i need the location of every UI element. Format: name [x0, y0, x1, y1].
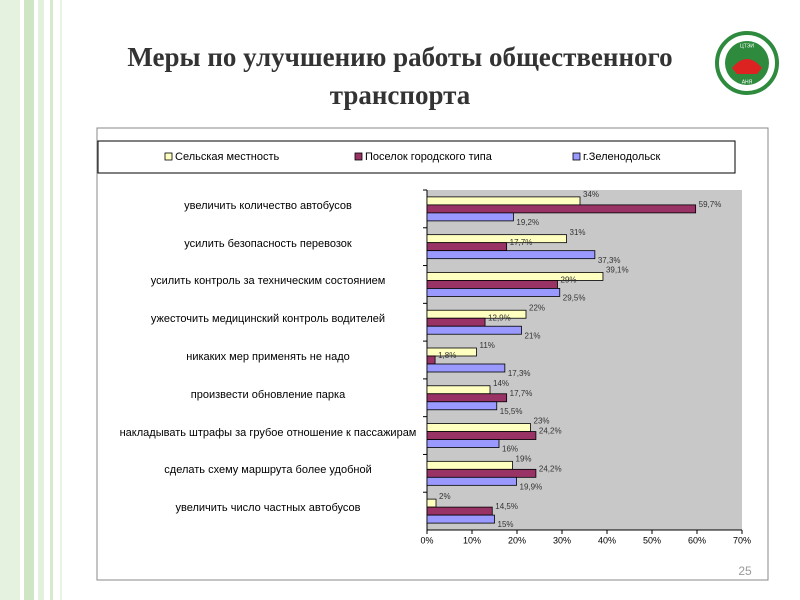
bar [426, 317, 486, 327]
bar [426, 196, 581, 206]
bar [426, 468, 537, 478]
bar [426, 325, 522, 335]
bar [426, 498, 437, 508]
value-label: 29,5% [563, 294, 586, 303]
bar [426, 460, 513, 470]
value-label: 12,9% [488, 313, 511, 322]
bar [426, 393, 508, 403]
x-tick-label: 70% [733, 535, 751, 545]
value-label: 15,5% [500, 407, 523, 416]
bar [426, 506, 493, 516]
value-label: 21% [525, 331, 541, 340]
value-label: 31% [570, 228, 586, 237]
value-label: 24,2% [539, 427, 562, 436]
value-label: 19,2% [516, 218, 539, 227]
value-label: 24,2% [539, 464, 562, 473]
bar [426, 385, 491, 395]
value-label: 39,1% [606, 266, 629, 275]
x-tick-label: 60% [688, 535, 706, 545]
decor-stripes [0, 0, 62, 600]
legend-box [97, 140, 736, 174]
value-label: 14,5% [495, 502, 518, 511]
slide-title: Меры по улучшению работы общественного т… [127, 42, 673, 110]
x-tick-label: 20% [508, 535, 526, 545]
value-label: 37,3% [598, 256, 621, 265]
bar [426, 439, 500, 448]
logo: ЦТЭИ АНЯ [715, 31, 779, 95]
bar [426, 514, 495, 524]
bar [426, 242, 508, 252]
bar [426, 363, 506, 373]
legend-label: Поселок городского типа [365, 151, 493, 163]
legend-label: Сельская местность [175, 151, 279, 163]
bar [426, 423, 531, 432]
value-label: 17,7% [510, 238, 533, 247]
legend-swatch [354, 152, 363, 161]
value-label: 22% [529, 303, 545, 312]
bar [426, 250, 596, 260]
logo-text: АНЯ [742, 79, 753, 85]
value-label: 2% [439, 492, 451, 501]
value-label: 34% [583, 190, 599, 199]
value-label: 19,9% [520, 482, 543, 491]
value-label: 11% [480, 341, 495, 350]
bar [426, 280, 558, 289]
page-number: 25 [738, 564, 752, 578]
bar [426, 431, 537, 440]
legend-swatch [164, 152, 173, 161]
value-label: 17,3% [508, 369, 531, 378]
value-label: 29% [561, 276, 577, 285]
value-label: 16% [502, 445, 518, 454]
y-tick-label: увеличить число частных автобусов [175, 502, 361, 515]
value-label: 15% [498, 520, 514, 529]
y-tick-label: усилить контроль за техническим состояни… [150, 275, 386, 288]
y-tick-label: увеличить количество автобусов [184, 199, 352, 212]
x-tick-label: 40% [598, 535, 616, 545]
logo-text: ЦТЭИ [740, 43, 754, 49]
y-tick-label: никаких мер применять не надо [186, 351, 350, 363]
bar [426, 212, 514, 222]
bar [426, 288, 561, 297]
value-label: 17,7% [510, 389, 533, 398]
y-tick-label: накладывать штрафы за грубое отношение к… [119, 426, 417, 439]
value-label: 14% [493, 379, 509, 388]
bar [426, 476, 517, 486]
y-tick-label: произвести обновление парка [190, 388, 346, 401]
bar [426, 347, 477, 357]
x-tick-label: 10% [463, 535, 481, 545]
x-tick-label: 0% [420, 535, 433, 545]
bar [426, 272, 604, 281]
y-tick-label: усилить безопасность перевозок [184, 237, 352, 250]
y-tick-label: сделать схему маршрута более удобной [164, 464, 372, 477]
x-tick-label: 30% [553, 535, 571, 545]
value-label: 59,7% [699, 200, 722, 209]
bar [426, 309, 527, 319]
bar [426, 355, 436, 365]
legend-label: г.Зеленодольск [583, 151, 661, 163]
value-label: 1,8% [438, 351, 456, 360]
value-label: 23% [534, 417, 550, 426]
value-label: 19% [516, 454, 532, 463]
bar [426, 204, 697, 214]
bar [426, 401, 498, 411]
legend-swatch [572, 152, 581, 161]
y-tick-label: ужесточить медицинский контроль водителе… [150, 313, 386, 326]
x-tick-label: 50% [643, 535, 661, 545]
bar [426, 234, 567, 244]
